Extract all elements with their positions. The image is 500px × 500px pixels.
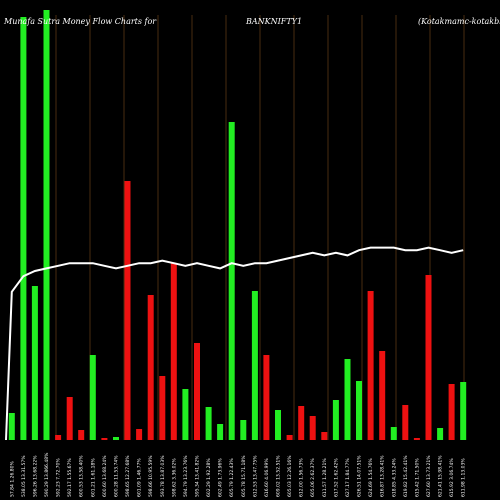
bar-15 <box>170 263 177 440</box>
bar-11 <box>124 181 131 440</box>
x-tick-label: 621.41 15.98.41% <box>438 455 444 497</box>
bar-14 <box>159 376 166 440</box>
x-tick-label: 611.98 1.13.03% <box>461 458 467 497</box>
x-tick-label: 592.17 1.55.67% <box>67 458 73 497</box>
x-tick-label: 598.66 10.95.59% <box>148 455 154 497</box>
bar-2 <box>20 17 27 440</box>
bar-28 <box>321 432 328 440</box>
bar-30 <box>344 359 351 440</box>
x-tick-label: 605.79 1.22.43% <box>229 458 235 497</box>
bar-10 <box>113 437 119 440</box>
x-axis-labels: 57.84 1.26.80% 538.05 13.31.57% 596.26 13.… <box>9 452 466 497</box>
bar-1 <box>8 413 15 440</box>
bar-8 <box>89 355 96 440</box>
x-tick-label: 592.23 7.72.70% <box>56 458 62 497</box>
bar-13 <box>147 295 154 440</box>
bar-37 <box>425 275 432 440</box>
x-tick-label: 600.28 11.53.74% <box>114 455 120 497</box>
bar-31 <box>356 381 362 440</box>
x-tick-label: 594.79 13.23.76% <box>183 455 189 497</box>
bar-34 <box>390 427 397 440</box>
x-tick-label: 611.57 1.28.21% <box>322 458 328 497</box>
bar-3 <box>31 286 38 440</box>
bar-26 <box>298 406 305 440</box>
bar-35 <box>402 405 409 440</box>
x-tick-label: 605.78 15.71.18% <box>241 455 247 497</box>
money-flow-line <box>5 246 464 441</box>
x-tick-label: 609.02 13.52.51% <box>276 455 282 497</box>
x-tick-label: 593.78 13.87.03% <box>160 455 166 497</box>
x-tick-label: 626.51 14.07.51% <box>357 455 363 497</box>
bar-16 <box>182 389 189 440</box>
x-tick-label: 596.26 13.68.22% <box>32 455 38 497</box>
bar-39 <box>448 384 455 440</box>
bar-33 <box>379 351 386 440</box>
bar-38 <box>437 428 444 440</box>
bar-9 <box>101 438 108 440</box>
bar-27 <box>309 416 316 440</box>
x-tick-label: 598.62 3.36.02% <box>171 458 177 497</box>
x-tick-label: 598.65 12.27.68% <box>125 455 131 497</box>
bar-6 <box>66 397 73 440</box>
x-tick-label: 619.82 15.42.41% <box>403 455 409 497</box>
chart-symbol: BANKNIFTY1 <box>245 17 302 26</box>
x-tick-label: 601.09 1.46.77% <box>137 458 143 497</box>
gridlines <box>55 15 465 440</box>
x-tick-label: 595.34 13.41.82% <box>195 455 201 497</box>
x-tick-label: 615.92 3.06.74% <box>449 458 455 497</box>
bar-22 <box>251 291 258 440</box>
x-tick-label: 616.87 13.28.41% <box>380 455 386 497</box>
x-tick-label: 616.60 4.06.99% <box>264 458 270 497</box>
x-tick-label: 612.53 13.47.75% <box>252 455 258 497</box>
chart-title: Munafa Sutra Money Flow Charts for <box>3 17 157 26</box>
x-tick-label: 57.84 1.26.80% <box>9 461 15 497</box>
bar-12 <box>136 429 143 440</box>
bar-25 <box>286 435 293 440</box>
bars-group <box>8 10 467 440</box>
x-tick-label: 617.52 1.62.42% <box>333 458 339 497</box>
chart-source: (Kotakmamc-kotakbkett) <box>418 17 500 26</box>
x-tick-label: 627.60 13.73.21% <box>426 455 432 497</box>
bar-23 <box>263 355 270 440</box>
x-tick-label: 602.29 1.92.28% <box>206 458 212 497</box>
x-tick-label: 618.85 4.33.24% <box>391 458 397 497</box>
x-tick-label: 612.00 1.56.73% <box>299 458 305 497</box>
bar-36 <box>413 438 420 440</box>
bar-5 <box>55 435 62 440</box>
bar-20 <box>228 122 235 440</box>
bar-24 <box>275 410 281 440</box>
x-tick-label: 538.05 13.31.57% <box>21 455 27 497</box>
bar-17 <box>194 343 200 440</box>
x-tick-label: 600.60 13.68.24% <box>102 455 108 497</box>
bar-40 <box>460 382 467 440</box>
x-tick-label: 605.03 12.26.16% <box>287 455 293 497</box>
x-tick-label: 601.21 1.61.18% <box>90 458 96 497</box>
bar-18 <box>205 407 212 440</box>
bar-21 <box>240 420 247 440</box>
x-tick-label: 624.69 1.54.76% <box>368 458 374 497</box>
bar-19 <box>217 424 224 440</box>
bar-32 <box>367 291 374 440</box>
x-tick-label: 602.49 1.73.96% <box>218 458 224 497</box>
x-tick-label: 590.29 13.866.48% <box>44 452 50 497</box>
x-tick-label: 605.06 2.62.37% <box>310 458 316 497</box>
x-tick-label: 615.42 1.71.50% <box>414 458 420 497</box>
bar-29 <box>332 400 339 440</box>
x-tick-label: 600.53 13.58.40% <box>79 455 85 497</box>
bar-4 <box>43 10 50 440</box>
bar-7 <box>78 430 85 440</box>
x-tick-label: 627.17 1.84.77% <box>345 458 351 497</box>
